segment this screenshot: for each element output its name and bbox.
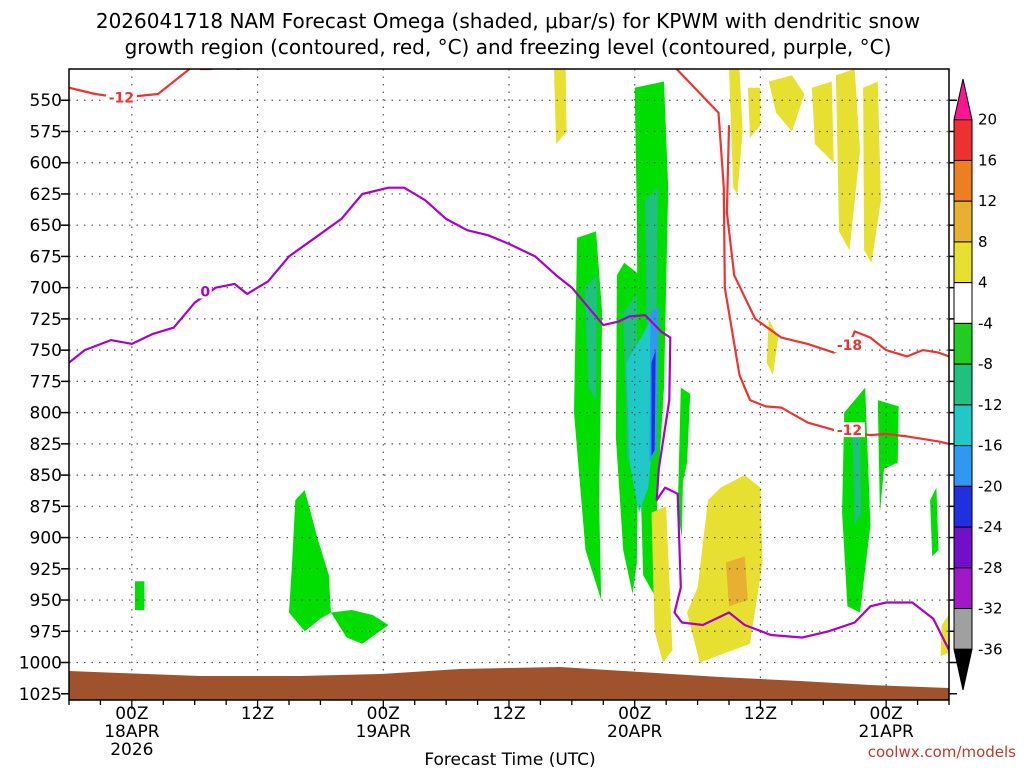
omega-region-15 — [330, 610, 389, 644]
y-tick-label: 625 — [30, 185, 62, 205]
colorbar-swatch — [953, 526, 973, 569]
colorbar-swatch — [953, 78, 973, 121]
x-tick-label: 12Z — [241, 704, 274, 724]
y-tick-label: 950 — [30, 591, 62, 611]
omega-region-6 — [626, 312, 656, 513]
colorbar-label: -20 — [978, 477, 1003, 495]
colorbar-swatch — [953, 648, 973, 691]
contour-label-bg — [833, 337, 865, 353]
y-tick-label: 825 — [30, 435, 62, 455]
colorbar-swatch — [953, 241, 973, 284]
x-tick-date: 19APR — [356, 722, 412, 742]
contour-label: -12 — [837, 423, 862, 439]
colorbar: 20 16 12 8 4 -4 -8 -12 -16 -20 -24 -28 -32 -36 — [953, 78, 1003, 691]
contour-label: 0 — [200, 284, 210, 300]
y-tick-label: 675 — [30, 247, 62, 267]
omega-region-26 — [651, 506, 673, 663]
omega-region-12 — [877, 400, 899, 513]
colorbar-label: -36 — [978, 640, 1003, 658]
contour-label-bg — [198, 283, 212, 299]
x-tick-date: 20APR — [607, 722, 663, 742]
omega-region-11 — [852, 431, 861, 526]
colorbar-label: 16 — [978, 151, 997, 169]
y-tick-label: 750 — [30, 341, 62, 361]
colorbar-swatch — [953, 567, 973, 610]
omega-region-20 — [811, 81, 834, 163]
colorbar-label: -8 — [978, 355, 993, 373]
x-tick-label: 00Z — [367, 704, 400, 724]
omega-region-17 — [729, 69, 743, 194]
chart-title-line-1: 2026041718 NAM Forecast Omega (shaded, μ… — [96, 9, 920, 33]
colorbar-label: 4 — [978, 274, 988, 292]
omega-region-19 — [747, 87, 761, 138]
y-tick-label: 700 — [30, 279, 62, 299]
colorbar-swatch — [953, 404, 973, 447]
omega-region-25 — [725, 556, 748, 607]
colorbar-swatch — [953, 445, 973, 487]
colorbar-swatch — [953, 608, 973, 650]
x-tick-date: 21APR — [858, 722, 914, 742]
y-tick-label: 1000 — [19, 654, 62, 674]
contour-label-bg — [833, 422, 865, 438]
x-tick-label: 00Z — [618, 704, 651, 724]
y-tick-label: 575 — [30, 122, 62, 142]
omega-region-28 — [554, 69, 567, 144]
credit-label: coolwx.com/models — [868, 743, 1016, 761]
contour-label-bg — [105, 89, 137, 105]
y-tick-label: 725 — [30, 310, 62, 330]
colorbar-swatch — [953, 159, 973, 202]
colorbar-label: -16 — [978, 437, 1003, 455]
colorbar-label: -24 — [978, 518, 1003, 536]
contour-line-7 — [69, 186, 949, 651]
x-tick-label: 12Z — [492, 704, 525, 724]
colorbar-swatch — [953, 363, 973, 406]
x-tick-label: 12Z — [744, 704, 777, 724]
colorbar-swatch — [953, 282, 973, 324]
y-tick-label: 775 — [30, 372, 62, 392]
colorbar-label: 12 — [978, 192, 997, 210]
contour-line-3 — [675, 69, 949, 445]
colorbar-label: -28 — [978, 559, 1003, 577]
omega-region-18 — [768, 75, 805, 132]
y-tick-label: 1025 — [19, 685, 62, 705]
x-tick-date: 18APR — [104, 722, 160, 742]
colorbar-label: -12 — [978, 396, 1003, 414]
y-tick-label: 650 — [30, 216, 62, 236]
omega-region-9 — [677, 387, 691, 538]
omega-region-14 — [289, 490, 331, 632]
y-tick-label: 875 — [30, 497, 62, 517]
omega-region-8 — [651, 350, 656, 457]
y-tick-label: 975 — [30, 622, 62, 642]
colorbar-label: 20 — [978, 111, 997, 129]
colorbar-label: 8 — [978, 233, 988, 251]
y-tick-label: 800 — [30, 404, 62, 424]
contour-label: -18 — [837, 338, 862, 354]
x-tick-year: 2026 — [110, 740, 153, 760]
colorbar-swatch — [953, 485, 973, 528]
colorbar-swatch — [953, 322, 973, 365]
terrain-band — [69, 667, 949, 700]
y-tick-label: 600 — [30, 154, 62, 174]
colorbar-swatch — [953, 119, 973, 161]
x-tick-label: 00Z — [115, 704, 148, 724]
y-tick-label: 925 — [30, 560, 62, 580]
y-tick-label: 850 — [30, 466, 62, 486]
omega-region-24 — [687, 475, 763, 663]
omega-region-13 — [930, 487, 939, 557]
y-tick-label: 900 — [30, 529, 62, 549]
y-tick-label: 550 — [30, 91, 62, 111]
x-axis-label: Forecast Time (UTC) — [424, 750, 595, 768]
omega-region-21 — [835, 69, 860, 251]
chart-title-line-2: growth region (contoured, red, °C) and f… — [125, 35, 892, 59]
omega-region-22 — [863, 81, 881, 263]
colorbar-label: -4 — [978, 314, 993, 332]
contour-label: -12 — [109, 91, 134, 107]
omega-region-16 — [135, 581, 145, 610]
colorbar-swatch — [953, 200, 973, 243]
x-tick-label: 00Z — [870, 704, 903, 724]
colorbar-label: -32 — [978, 600, 1003, 618]
